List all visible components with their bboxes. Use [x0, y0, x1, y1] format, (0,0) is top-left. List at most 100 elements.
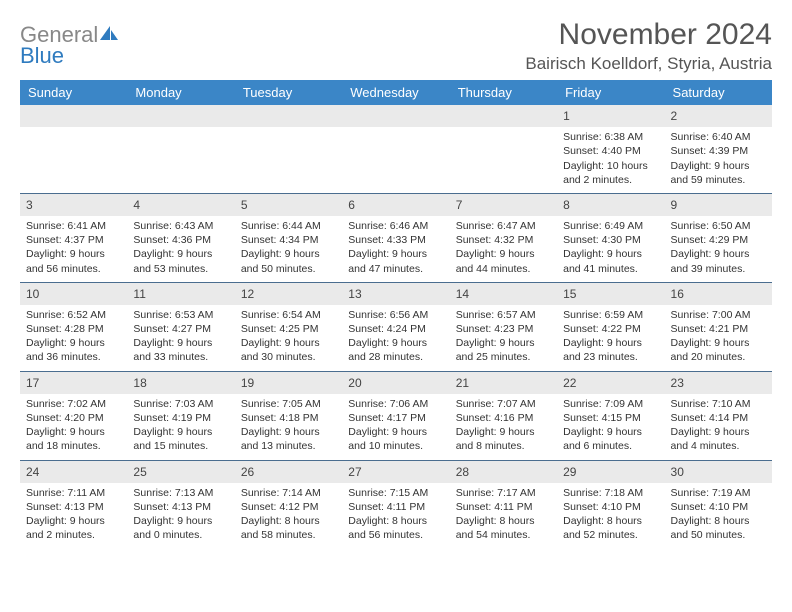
day-cell: 21Sunrise: 7:07 AMSunset: 4:16 PMDayligh… — [450, 371, 557, 460]
sunset: Sunset: 4:22 PM — [563, 322, 658, 336]
day-body: Sunrise: 6:52 AMSunset: 4:28 PMDaylight:… — [20, 305, 127, 371]
daylight: Daylight: 9 hours and 0 minutes. — [133, 514, 228, 542]
day-body: Sunrise: 7:19 AMSunset: 4:10 PMDaylight:… — [665, 483, 772, 549]
day-number: 8 — [557, 194, 664, 216]
empty-cell — [450, 105, 557, 193]
day-body: Sunrise: 7:11 AMSunset: 4:13 PMDaylight:… — [20, 483, 127, 549]
day-body: Sunrise: 6:49 AMSunset: 4:30 PMDaylight:… — [557, 216, 664, 282]
sunset: Sunset: 4:33 PM — [348, 233, 443, 247]
sunrise: Sunrise: 6:53 AM — [133, 308, 228, 322]
daylight: Daylight: 9 hours and 20 minutes. — [671, 336, 766, 364]
day-body: Sunrise: 6:56 AMSunset: 4:24 PMDaylight:… — [342, 305, 449, 371]
day-number: 15 — [557, 283, 664, 305]
daylight: Daylight: 9 hours and 59 minutes. — [671, 159, 766, 187]
title-block: November 2024 Bairisch Koelldorf, Styria… — [525, 18, 772, 74]
sunrise: Sunrise: 6:56 AM — [348, 308, 443, 322]
day-cell: 3Sunrise: 6:41 AMSunset: 4:37 PMDaylight… — [20, 193, 127, 282]
sunset: Sunset: 4:32 PM — [456, 233, 551, 247]
sunset: Sunset: 4:11 PM — [348, 500, 443, 514]
day-cell: 27Sunrise: 7:15 AMSunset: 4:11 PMDayligh… — [342, 460, 449, 548]
day-number: 12 — [235, 283, 342, 305]
logo-word2: Blue — [20, 43, 64, 68]
sunset: Sunset: 4:20 PM — [26, 411, 121, 425]
day-cell: 4Sunrise: 6:43 AMSunset: 4:36 PMDaylight… — [127, 193, 234, 282]
sunset: Sunset: 4:15 PM — [563, 411, 658, 425]
day-number: 22 — [557, 372, 664, 394]
day-cell: 28Sunrise: 7:17 AMSunset: 4:11 PMDayligh… — [450, 460, 557, 548]
dow-thursday: Thursday — [450, 80, 557, 105]
day-body: Sunrise: 7:13 AMSunset: 4:13 PMDaylight:… — [127, 483, 234, 549]
sunset: Sunset: 4:16 PM — [456, 411, 551, 425]
day-body: Sunrise: 7:17 AMSunset: 4:11 PMDaylight:… — [450, 483, 557, 549]
sunset: Sunset: 4:34 PM — [241, 233, 336, 247]
sunset: Sunset: 4:37 PM — [26, 233, 121, 247]
daylight: Daylight: 9 hours and 4 minutes. — [671, 425, 766, 453]
day-cell: 14Sunrise: 6:57 AMSunset: 4:23 PMDayligh… — [450, 282, 557, 371]
sunrise: Sunrise: 7:19 AM — [671, 486, 766, 500]
sunset: Sunset: 4:12 PM — [241, 500, 336, 514]
sunrise: Sunrise: 7:10 AM — [671, 397, 766, 411]
day-cell: 25Sunrise: 7:13 AMSunset: 4:13 PMDayligh… — [127, 460, 234, 548]
day-number: 10 — [20, 283, 127, 305]
daylight: Daylight: 9 hours and 28 minutes. — [348, 336, 443, 364]
day-body: Sunrise: 7:15 AMSunset: 4:11 PMDaylight:… — [342, 483, 449, 549]
day-number: 14 — [450, 283, 557, 305]
daylight: Daylight: 9 hours and 53 minutes. — [133, 247, 228, 275]
sunset: Sunset: 4:13 PM — [26, 500, 121, 514]
sunrise: Sunrise: 7:00 AM — [671, 308, 766, 322]
week-row: 24Sunrise: 7:11 AMSunset: 4:13 PMDayligh… — [20, 460, 772, 548]
daylight: Daylight: 9 hours and 8 minutes. — [456, 425, 551, 453]
day-body: Sunrise: 6:43 AMSunset: 4:36 PMDaylight:… — [127, 216, 234, 282]
sunset: Sunset: 4:39 PM — [671, 144, 766, 158]
day-body: Sunrise: 6:41 AMSunset: 4:37 PMDaylight:… — [20, 216, 127, 282]
day-body: Sunrise: 6:50 AMSunset: 4:29 PMDaylight:… — [665, 216, 772, 282]
daylight: Daylight: 8 hours and 56 minutes. — [348, 514, 443, 542]
day-number: 23 — [665, 372, 772, 394]
sunset: Sunset: 4:28 PM — [26, 322, 121, 336]
day-body: Sunrise: 7:10 AMSunset: 4:14 PMDaylight:… — [665, 394, 772, 460]
day-number: 9 — [665, 194, 772, 216]
day-cell: 8Sunrise: 6:49 AMSunset: 4:30 PMDaylight… — [557, 193, 664, 282]
daylight: Daylight: 9 hours and 6 minutes. — [563, 425, 658, 453]
day-number: 25 — [127, 461, 234, 483]
day-number: 5 — [235, 194, 342, 216]
sunrise: Sunrise: 6:38 AM — [563, 130, 658, 144]
day-cell: 5Sunrise: 6:44 AMSunset: 4:34 PMDaylight… — [235, 193, 342, 282]
header: General Blue November 2024 Bairisch Koel… — [20, 18, 772, 74]
day-cell: 24Sunrise: 7:11 AMSunset: 4:13 PMDayligh… — [20, 460, 127, 548]
day-number: 4 — [127, 194, 234, 216]
day-cell: 9Sunrise: 6:50 AMSunset: 4:29 PMDaylight… — [665, 193, 772, 282]
sunrise: Sunrise: 6:50 AM — [671, 219, 766, 233]
dow-sunday: Sunday — [20, 80, 127, 105]
day-cell: 6Sunrise: 6:46 AMSunset: 4:33 PMDaylight… — [342, 193, 449, 282]
sunset: Sunset: 4:21 PM — [671, 322, 766, 336]
sunrise: Sunrise: 7:11 AM — [26, 486, 121, 500]
day-cell: 17Sunrise: 7:02 AMSunset: 4:20 PMDayligh… — [20, 371, 127, 460]
day-number: 17 — [20, 372, 127, 394]
sunrise: Sunrise: 7:03 AM — [133, 397, 228, 411]
day-body: Sunrise: 6:47 AMSunset: 4:32 PMDaylight:… — [450, 216, 557, 282]
sunset: Sunset: 4:14 PM — [671, 411, 766, 425]
day-body: Sunrise: 6:59 AMSunset: 4:22 PMDaylight:… — [557, 305, 664, 371]
dow-saturday: Saturday — [665, 80, 772, 105]
day-number: 30 — [665, 461, 772, 483]
day-cell: 11Sunrise: 6:53 AMSunset: 4:27 PMDayligh… — [127, 282, 234, 371]
sunrise: Sunrise: 6:54 AM — [241, 308, 336, 322]
sunset: Sunset: 4:17 PM — [348, 411, 443, 425]
day-cell: 15Sunrise: 6:59 AMSunset: 4:22 PMDayligh… — [557, 282, 664, 371]
week-row: 3Sunrise: 6:41 AMSunset: 4:37 PMDaylight… — [20, 193, 772, 282]
dow-row: Sunday Monday Tuesday Wednesday Thursday… — [20, 80, 772, 105]
day-number: 2 — [665, 105, 772, 127]
day-cell: 13Sunrise: 6:56 AMSunset: 4:24 PMDayligh… — [342, 282, 449, 371]
day-body: Sunrise: 7:14 AMSunset: 4:12 PMDaylight:… — [235, 483, 342, 549]
day-number: 21 — [450, 372, 557, 394]
day-number: 29 — [557, 461, 664, 483]
logo-text: General Blue — [20, 24, 120, 67]
day-body: Sunrise: 7:00 AMSunset: 4:21 PMDaylight:… — [665, 305, 772, 371]
day-body: Sunrise: 7:03 AMSunset: 4:19 PMDaylight:… — [127, 394, 234, 460]
sunrise: Sunrise: 6:59 AM — [563, 308, 658, 322]
logo-sail-icon — [98, 24, 120, 46]
sunset: Sunset: 4:18 PM — [241, 411, 336, 425]
day-cell: 19Sunrise: 7:05 AMSunset: 4:18 PMDayligh… — [235, 371, 342, 460]
day-body: Sunrise: 7:18 AMSunset: 4:10 PMDaylight:… — [557, 483, 664, 549]
